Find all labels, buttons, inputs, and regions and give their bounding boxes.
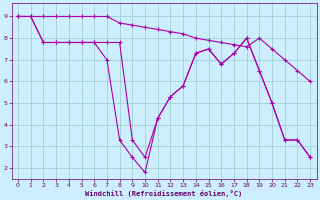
X-axis label: Windchill (Refroidissement éolien,°C): Windchill (Refroidissement éolien,°C) xyxy=(85,190,243,197)
